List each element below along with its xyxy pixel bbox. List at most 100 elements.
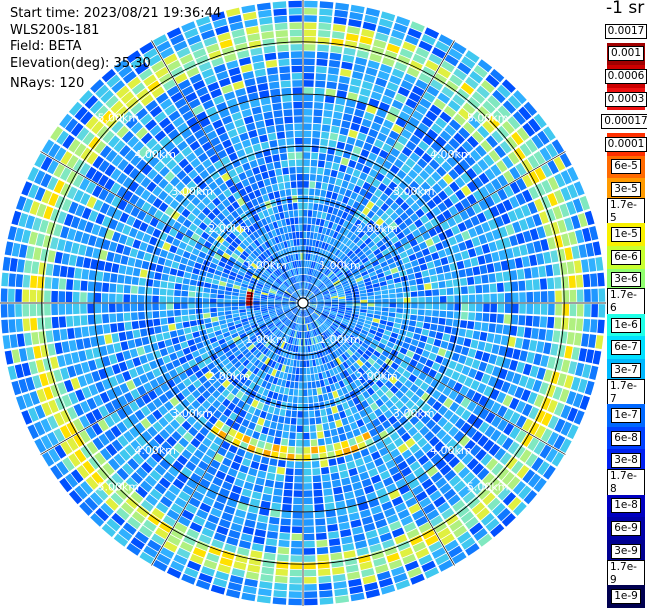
- range-gate: [128, 340, 136, 349]
- range-gate: [333, 574, 346, 582]
- range-gate: [292, 232, 296, 239]
- range-gate: [120, 341, 128, 350]
- range-gate: [153, 280, 160, 287]
- range-gate: [167, 252, 175, 260]
- range-gate: [341, 536, 353, 544]
- range-gate: [334, 104, 344, 112]
- range-gate: [167, 310, 174, 316]
- range-gate: [135, 259, 143, 268]
- range-gate: [526, 316, 533, 327]
- range-gate: [81, 281, 88, 291]
- range-gate: [435, 242, 443, 250]
- range-gate: [432, 289, 439, 295]
- range-gate: [88, 315, 95, 325]
- range-gate: [225, 307, 232, 311]
- range-gate: [588, 334, 596, 348]
- range-gate: [328, 140, 336, 148]
- range-gate: [475, 313, 482, 321]
- range-gate: [225, 315, 232, 319]
- range-gate: [304, 534, 315, 541]
- range-gate: [175, 316, 182, 322]
- range-gate: [307, 382, 311, 389]
- range-gate: [533, 241, 542, 253]
- range-gate: [517, 326, 525, 337]
- range-gate: [331, 429, 338, 437]
- range-gate: [352, 482, 362, 491]
- range-gate: [44, 304, 51, 316]
- range-gate: [262, 104, 272, 112]
- range-gate: [396, 313, 403, 318]
- range-gate: [131, 286, 138, 294]
- range-gate: [255, 69, 266, 77]
- range-gate: [272, 415, 279, 422]
- range-gate: [313, 233, 317, 240]
- range-gate: [259, 135, 268, 143]
- range-gate: [286, 189, 292, 196]
- range-gate: [344, 47, 356, 55]
- range-gate: [203, 308, 210, 313]
- range-gate: [577, 289, 584, 301]
- range-gate: [460, 278, 467, 286]
- range-gate: [270, 177, 277, 185]
- range-gate: [353, 169, 361, 177]
- range-gate: [309, 360, 313, 367]
- range-gate: [66, 304, 73, 315]
- range-gate: [342, 55, 354, 63]
- range-gate: [189, 315, 196, 321]
- range-gate: [288, 203, 293, 210]
- range-gate: [462, 295, 469, 302]
- range-gate: [404, 262, 412, 269]
- range-gate: [266, 185, 273, 193]
- range-gate: [281, 438, 288, 445]
- range-gate: [315, 410, 321, 417]
- range-gate: [327, 184, 334, 191]
- range-gate: [304, 131, 312, 138]
- range-gate: [280, 409, 286, 416]
- range-gate: [133, 330, 141, 339]
- range-gate: [110, 323, 117, 332]
- range-gate: [526, 304, 533, 314]
- range-gate: [303, 361, 306, 367]
- range-gate: [305, 339, 307, 346]
- range-gate: [341, 62, 353, 70]
- range-gate: [374, 311, 381, 315]
- range-gate: [183, 278, 190, 284]
- range-gate: [347, 183, 355, 191]
- range-gate: [277, 423, 284, 430]
- range-gate: [5, 241, 14, 255]
- range-gate: [304, 87, 314, 94]
- range-gate: [286, 131, 294, 138]
- range-gate: [259, 434, 267, 442]
- range-gate: [548, 291, 555, 302]
- range-gate: [531, 328, 539, 339]
- range-gate: [564, 346, 572, 359]
- range-gate: [261, 456, 269, 464]
- range-gate: [268, 192, 275, 200]
- range-gate: [285, 124, 293, 131]
- range-gate: [266, 473, 275, 481]
- range-gate: [194, 337, 202, 344]
- range-gate: [265, 156, 273, 164]
- range-gate: [526, 243, 535, 255]
- range-gate: [522, 256, 530, 267]
- range-gate: [439, 289, 446, 296]
- range-gate: [318, 395, 323, 402]
- range-gate: [470, 340, 478, 349]
- range-gate: [256, 522, 267, 530]
- range-gate: [144, 345, 152, 354]
- range-gate: [484, 254, 492, 264]
- range-gate: [299, 261, 301, 268]
- range-gate: [33, 346, 41, 359]
- range-gate: [598, 304, 605, 317]
- range-gate: [562, 304, 569, 316]
- range-gate: [597, 273, 604, 287]
- range-gate: [163, 242, 171, 250]
- range-gate: [212, 279, 219, 284]
- range-gate: [10, 334, 18, 348]
- range-gate: [284, 182, 290, 189]
- range-gate: [304, 1, 317, 8]
- range-gate: [113, 254, 121, 264]
- range-gate: [337, 427, 344, 435]
- range-gate: [332, 480, 341, 488]
- range-gate: [142, 337, 150, 345]
